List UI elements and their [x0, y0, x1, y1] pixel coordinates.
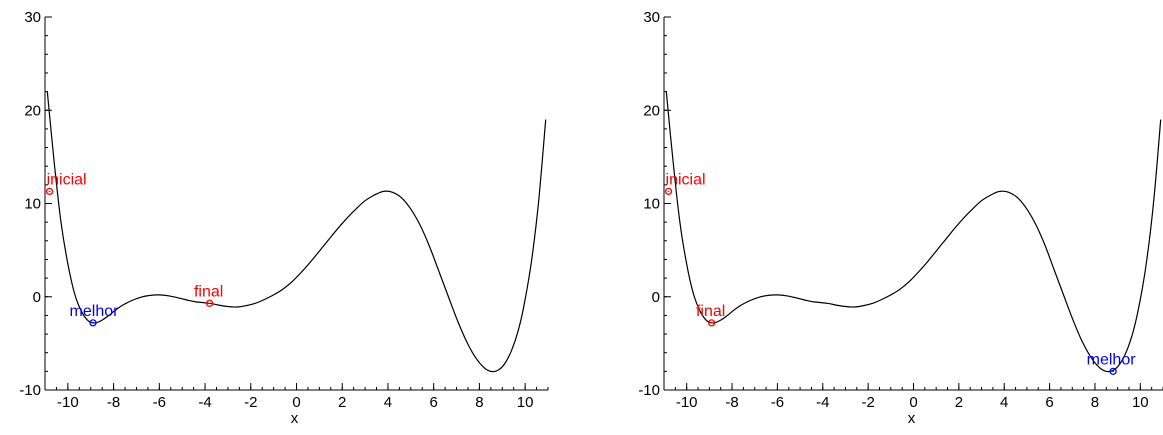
x-tick-label: -10	[676, 394, 698, 411]
y-tick-label: 10	[24, 196, 41, 213]
y-tick-label: -10	[19, 382, 41, 399]
point-marker-melhor	[89, 319, 97, 327]
x-tick-label: -6	[153, 394, 166, 411]
annotation-inicial: inicial	[666, 171, 706, 188]
y-tick-label: 20	[643, 102, 660, 119]
x-tick-label: -8	[725, 394, 738, 411]
x-tick-label: -4	[816, 394, 829, 411]
x-tick-label: 2	[955, 394, 963, 411]
x-tick-label: 0	[909, 394, 917, 411]
chart-panel-right: -10 0 10 20 30 -10 -8 -6 -4 -2 0 2 4 6 8 10 x inicial fina…	[638, 9, 1163, 427]
x-tick-label: 2	[338, 394, 346, 411]
x-tick-label: 8	[475, 394, 483, 411]
x-tick-label: 6	[1045, 394, 1053, 411]
y-tick-label: 30	[24, 9, 41, 26]
x-tick-label: -8	[107, 394, 120, 411]
annotation-melhor: melhor	[1087, 351, 1137, 368]
x-tick-label: -2	[244, 394, 257, 411]
y-tick-label: 30	[643, 9, 660, 26]
x-axis-label: x	[291, 410, 299, 427]
y-tick-label: 20	[24, 102, 41, 119]
function-curve	[46, 91, 547, 373]
x-tick-label: 8	[1091, 394, 1099, 411]
chart-panel-left: -10 0 10 20 30 -10 -8 -6 -4 -2 0 2 4 6 8 10 x inicial fina…	[19, 9, 549, 427]
x-tick-label: -10	[57, 394, 79, 411]
point-marker-inicial	[45, 187, 54, 196]
point-marker-final	[707, 319, 716, 327]
x-tick-label: 4	[1000, 394, 1008, 411]
x-tick-label: 10	[517, 394, 534, 411]
x-tick-label: 4	[384, 394, 392, 411]
x-tick-label: 10	[1132, 394, 1149, 411]
x-tick-label: -2	[861, 394, 874, 411]
y-tick-label: 0	[33, 289, 41, 306]
function-curve	[665, 91, 1162, 373]
annotation-melhor: melhor	[70, 303, 120, 320]
x-axis-label: x	[908, 410, 916, 427]
y-tick-label: -10	[638, 382, 660, 399]
x-tick-label: -4	[198, 394, 211, 411]
x-tick-label: 6	[430, 394, 438, 411]
point-marker-final	[205, 299, 214, 307]
point-marker-melhor	[1109, 367, 1117, 376]
annotation-inicial: inicial	[47, 171, 87, 188]
x-tick-label: -6	[771, 394, 784, 411]
y-tick-label: 10	[643, 196, 660, 213]
y-tick-label: 0	[652, 289, 660, 306]
x-tick-label: 0	[292, 394, 300, 411]
point-marker-inicial	[664, 187, 673, 196]
annotation-final: final	[696, 303, 725, 320]
annotation-final: final	[194, 283, 223, 300]
